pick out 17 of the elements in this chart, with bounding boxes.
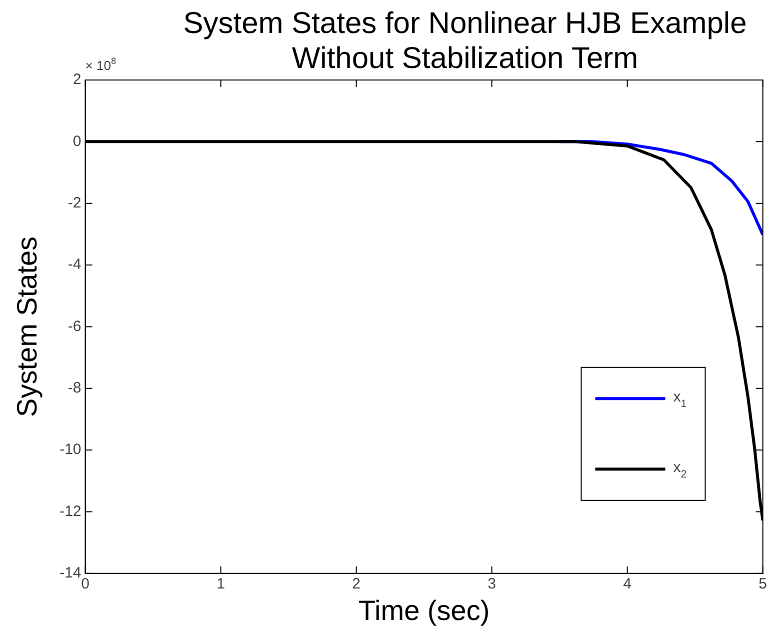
y-tick-label: -10 (60, 441, 82, 458)
x-tick-label: 3 (488, 576, 496, 593)
y-tick-label: -14 (60, 564, 82, 582)
x-tick-label: 5 (758, 576, 767, 593)
y-tick-label: -2 (68, 194, 82, 212)
y-tick-label: 2 (72, 71, 82, 88)
y-tick-label: 0 (72, 132, 82, 150)
x-tick-label: 4 (623, 576, 632, 593)
y-tick-label: -6 (68, 318, 82, 335)
x-tick-label: 1 (216, 576, 225, 593)
y-tick-label: -8 (68, 380, 82, 397)
y-axis-title: System States (12, 236, 43, 417)
y-tick-label: -4 (68, 256, 82, 274)
x-tick-label: 2 (352, 576, 360, 593)
chart-title: System States for Nonlinear HJB Example Without Stabilization Term (182, 6, 748, 76)
y-tick-label: -12 (60, 502, 82, 520)
x-axis-title: Time (sec) (358, 594, 490, 626)
